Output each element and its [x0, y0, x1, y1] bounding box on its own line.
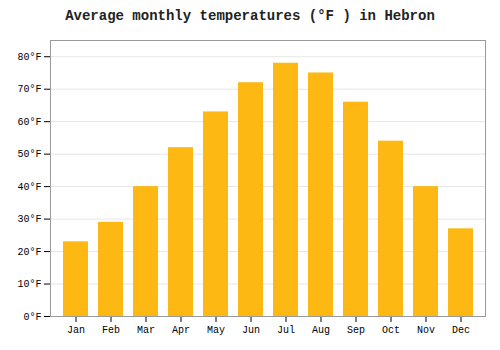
svg-text:50°F: 50°F	[17, 149, 41, 160]
svg-text:Jun: Jun	[242, 325, 260, 336]
svg-text:0°F: 0°F	[23, 312, 41, 323]
html-text:Average monthly temperatures (: Average monthly temperatures (°F ) in He…	[65, 8, 435, 24]
svg-text:Apr: Apr	[172, 325, 190, 336]
svg-text:Sep: Sep	[347, 325, 365, 336]
svg-text:Jan: Jan	[67, 325, 85, 336]
svg-text:30°F: 30°F	[17, 214, 41, 225]
svg-text:May: May	[207, 325, 225, 336]
svg-text:Nov: Nov	[417, 325, 435, 336]
svg-text:20°F: 20°F	[17, 247, 41, 258]
svg-text:80°F: 80°F	[17, 52, 41, 63]
svg-text:70°F: 70°F	[17, 84, 41, 95]
svg-text:Aug: Aug	[312, 325, 330, 336]
svg-text:40°F: 40°F	[17, 182, 41, 193]
svg-text:Mar: Mar	[137, 325, 155, 336]
svg-text:Dec: Dec	[452, 325, 470, 336]
svg-text:Feb: Feb	[102, 325, 120, 336]
svg-text:10°F: 10°F	[17, 279, 41, 290]
svg-text:Oct: Oct	[382, 325, 400, 336]
svg-text:Jul: Jul	[277, 325, 295, 336]
svg-text:60°F: 60°F	[17, 117, 41, 128]
